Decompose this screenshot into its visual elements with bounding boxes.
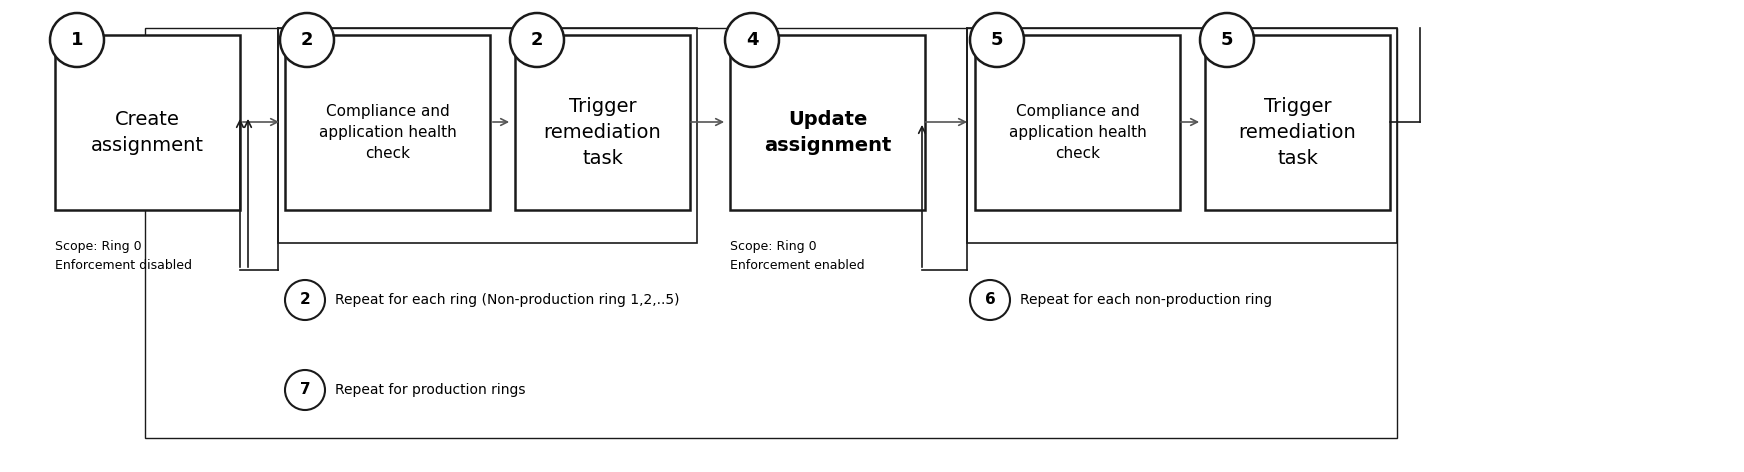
Text: Create
assignment: Create assignment — [91, 110, 204, 155]
Text: Compliance and
application health
check: Compliance and application health check — [319, 104, 457, 161]
Text: 1: 1 — [72, 31, 84, 49]
Text: 4: 4 — [746, 31, 759, 49]
Bar — [966, 28, 1397, 243]
Ellipse shape — [284, 370, 324, 410]
Text: 5: 5 — [1221, 31, 1233, 49]
Text: Trigger
remediation
task: Trigger remediation task — [1238, 96, 1357, 169]
Text: Compliance and
application health
check: Compliance and application health check — [1008, 104, 1146, 161]
Text: Trigger
remediation
task: Trigger remediation task — [544, 96, 661, 169]
Bar — [56, 35, 241, 210]
Text: Update
assignment: Update assignment — [764, 110, 891, 155]
Text: 2: 2 — [300, 293, 310, 307]
Bar — [284, 35, 490, 210]
Bar — [731, 35, 924, 210]
Ellipse shape — [509, 13, 563, 67]
Text: Scope: Ring 0
Enforcement disabled: Scope: Ring 0 Enforcement disabled — [56, 240, 192, 272]
Ellipse shape — [970, 13, 1024, 67]
Text: 2: 2 — [530, 31, 542, 49]
Bar — [1205, 35, 1390, 210]
Text: Scope: Ring 0
Enforcement enabled: Scope: Ring 0 Enforcement enabled — [731, 240, 865, 272]
Text: Repeat for production rings: Repeat for production rings — [335, 383, 525, 397]
Bar — [277, 28, 698, 243]
Ellipse shape — [281, 13, 335, 67]
Ellipse shape — [726, 13, 780, 67]
Ellipse shape — [51, 13, 105, 67]
Bar — [514, 35, 691, 210]
Ellipse shape — [970, 280, 1010, 320]
Text: 2: 2 — [300, 31, 314, 49]
Bar — [975, 35, 1181, 210]
Ellipse shape — [1200, 13, 1254, 67]
Text: 7: 7 — [300, 382, 310, 397]
Ellipse shape — [284, 280, 324, 320]
Text: 5: 5 — [991, 31, 1003, 49]
Text: Repeat for each ring (Non-production ring 1,2,..5): Repeat for each ring (Non-production rin… — [335, 293, 680, 307]
Text: Repeat for each non-production ring: Repeat for each non-production ring — [1020, 293, 1271, 307]
Text: 6: 6 — [985, 293, 996, 307]
Bar — [145, 28, 1397, 438]
